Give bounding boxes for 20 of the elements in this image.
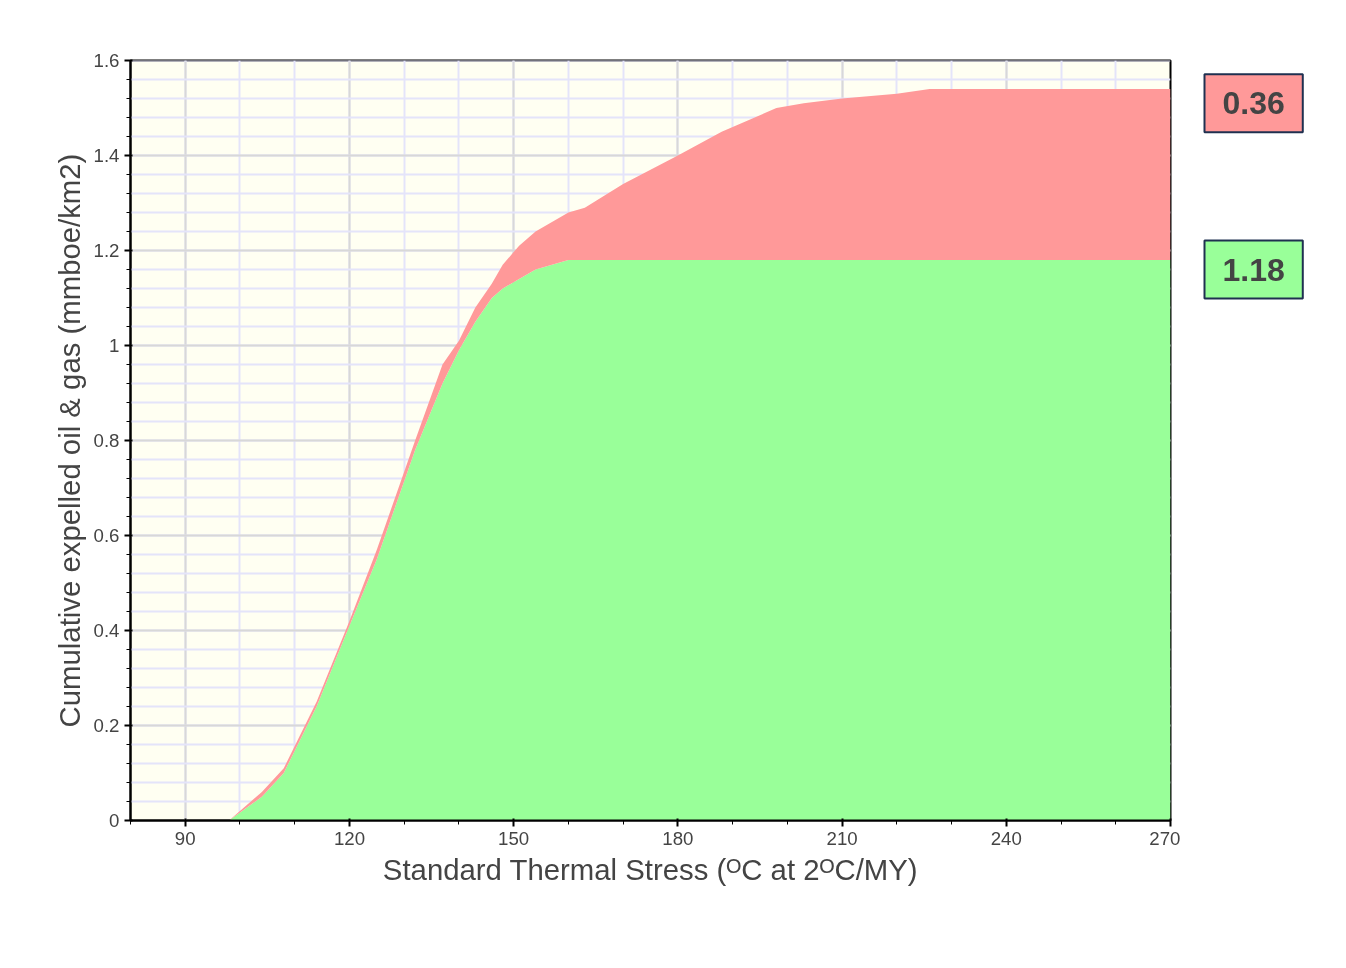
- annotation: 0.36: [1222, 85, 1285, 122]
- y-tick-label: 0.8: [93, 430, 120, 451]
- x-tick-label: 180: [662, 827, 694, 849]
- x-tick-label: 150: [498, 827, 530, 849]
- x-tick-label: 240: [990, 827, 1022, 849]
- y-axis-title: Cumulative expelled oil & gas (mmboe/km2): [52, 153, 86, 728]
- y-tick-label: 0: [109, 810, 120, 831]
- y-tick-label: 0.6: [93, 525, 120, 546]
- y-tick-label: 1.4: [93, 145, 120, 166]
- x-tick-label: 120: [333, 827, 366, 849]
- x-axis-title: Standard Thermal Stress (ᴼC at 2ᴼC/MY): [382, 852, 918, 886]
- y-tick-label: 1.2: [93, 240, 120, 261]
- x-tick-label: 270: [1149, 827, 1181, 849]
- y-tick-label: 1.6: [93, 50, 120, 71]
- y-tick-label: 1: [109, 335, 120, 356]
- x-tick-label: 90: [174, 827, 196, 849]
- y-tick-label: 0.4: [93, 620, 120, 641]
- y-tick-label: 0.2: [93, 715, 120, 736]
- annotation: 1.18: [1222, 251, 1285, 288]
- x-tick-label: 210: [826, 827, 858, 849]
